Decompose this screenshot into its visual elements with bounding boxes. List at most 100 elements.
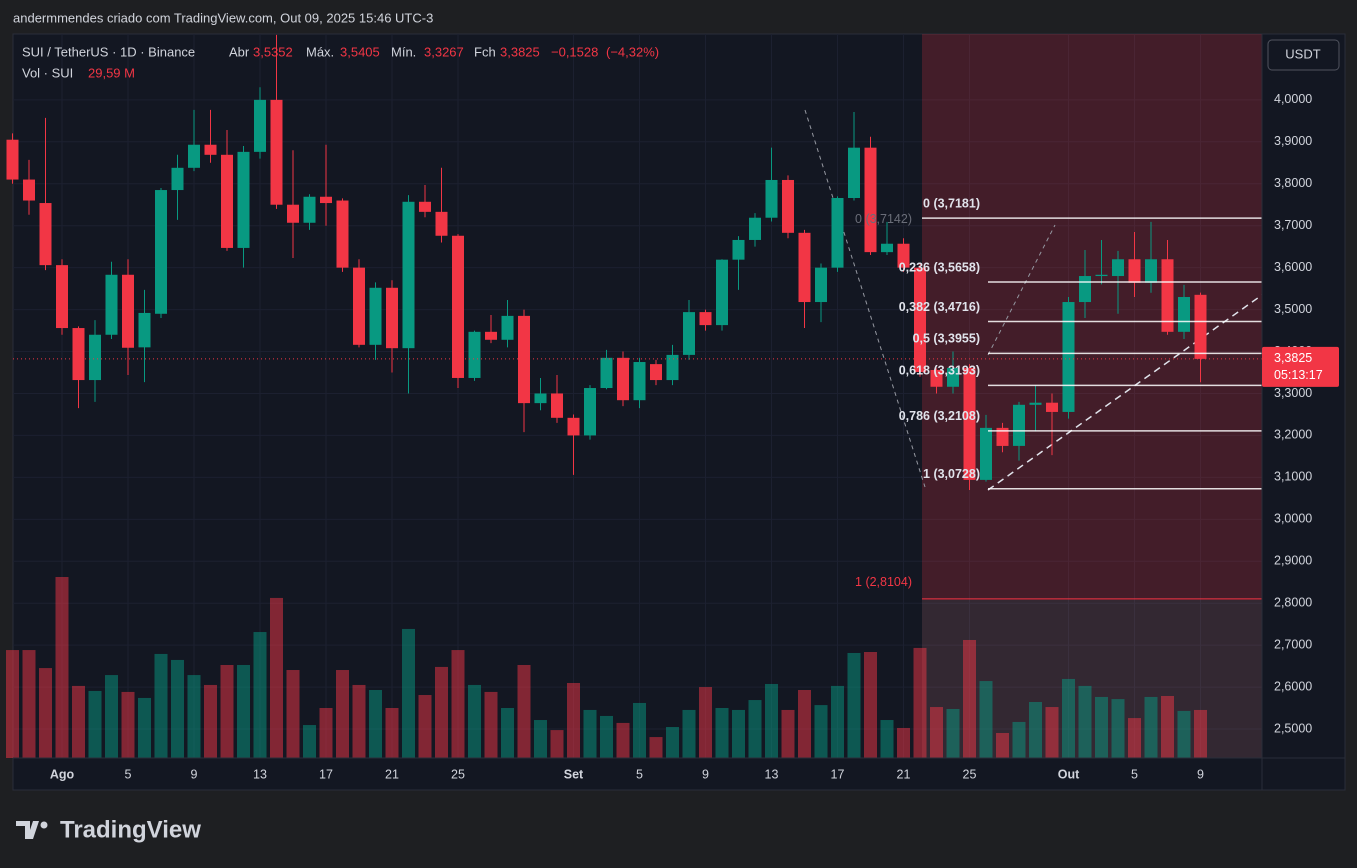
x-tick-label: 9 xyxy=(191,767,198,781)
volume-title: Vol · SUI xyxy=(22,65,73,80)
volume-bar xyxy=(534,720,547,758)
volume-bar xyxy=(930,707,943,758)
fib-label: 0,5 (3,3955) xyxy=(913,332,980,346)
candle-body xyxy=(584,388,596,436)
candle-body xyxy=(534,393,547,404)
x-tick-label: 25 xyxy=(963,767,977,781)
x-tick-label: 17 xyxy=(319,767,333,781)
candle-body xyxy=(270,99,283,205)
volume-bar xyxy=(435,666,448,758)
candle-body xyxy=(138,312,151,348)
candle-body xyxy=(1145,259,1157,283)
candle-body xyxy=(765,179,778,218)
volume-bar xyxy=(1095,696,1108,758)
candle-body xyxy=(1046,402,1058,412)
volume-bar xyxy=(1128,718,1141,758)
volume-bar xyxy=(847,652,861,758)
brand: TradingView xyxy=(60,816,201,843)
legend-value: 3,3825 xyxy=(500,44,540,59)
trend-line xyxy=(987,224,1056,356)
volume-bar xyxy=(1111,699,1125,758)
volume-bar xyxy=(154,653,168,758)
candle-body xyxy=(72,328,85,381)
brand-logo xyxy=(16,821,48,839)
candle-body xyxy=(864,147,877,253)
candle-body xyxy=(1178,297,1190,332)
legend-value: 3,5352 xyxy=(253,44,293,59)
x-tick-label: 5 xyxy=(1131,767,1138,781)
candle-body xyxy=(1161,259,1174,332)
volume-bar xyxy=(138,697,151,758)
volume-bar xyxy=(220,664,234,758)
volume-bar xyxy=(963,639,976,758)
volume-bar xyxy=(979,681,993,758)
candle-body xyxy=(782,179,794,233)
candle-body xyxy=(600,357,613,389)
volume-bar xyxy=(765,683,778,758)
candle-body xyxy=(237,151,250,248)
volume-bar xyxy=(633,702,646,758)
currency[interactable]: USDT xyxy=(1285,46,1320,61)
candle-body xyxy=(732,239,745,260)
volume-bar xyxy=(1194,709,1207,758)
chart-pane xyxy=(12,33,1346,791)
candle-body xyxy=(435,211,448,236)
volume-bar xyxy=(732,709,745,758)
y-tick-label: 3,1000 xyxy=(1274,470,1312,484)
candle-body xyxy=(353,267,365,345)
volume-bar xyxy=(22,650,36,758)
volume-bar xyxy=(567,683,580,758)
candle-body xyxy=(1128,259,1141,283)
candle-body xyxy=(402,201,415,349)
fib-label: 1 (3,0728) xyxy=(923,467,980,481)
x-tick-label: 9 xyxy=(1197,767,1204,781)
candle-body xyxy=(303,196,316,223)
volume-bar xyxy=(39,668,52,758)
y-tick-label: 3,3000 xyxy=(1274,386,1312,400)
volume-bar xyxy=(468,684,481,758)
currency-button[interactable] xyxy=(1267,39,1340,71)
header: andermmendes criado com TradingView.com,… xyxy=(13,10,433,25)
volume-bar xyxy=(484,691,498,758)
target-label: 1 (2,8104) xyxy=(855,575,912,589)
candle-body xyxy=(980,427,992,480)
candle-body xyxy=(848,147,860,199)
fib-label: 0,618 (3,3193) xyxy=(899,364,980,378)
volume-bar xyxy=(666,726,679,758)
volume-bar xyxy=(831,685,844,758)
x-tick-label: Set xyxy=(564,767,584,781)
x-tick-label: 13 xyxy=(765,767,779,781)
volume-bar xyxy=(237,664,250,758)
volume-bar xyxy=(336,670,349,758)
fib-label: 0,382 (3,4716) xyxy=(899,300,980,314)
volume-bar xyxy=(583,709,597,758)
candle-body xyxy=(699,312,712,326)
candle-body xyxy=(617,357,629,401)
candle-body xyxy=(1013,404,1025,446)
y-tick-label: 3,2000 xyxy=(1274,428,1312,442)
volume-bar xyxy=(270,597,283,758)
candle-body xyxy=(650,364,662,381)
candle-body xyxy=(221,154,233,248)
y-tick-label: 2,6000 xyxy=(1274,679,1312,693)
x-tick-label: 5 xyxy=(125,767,132,781)
candle-body xyxy=(666,354,679,381)
legend-change: −0,1528 xyxy=(551,44,598,59)
candle-body xyxy=(897,243,910,268)
volume-bar xyxy=(1161,695,1174,758)
candle-body xyxy=(171,167,184,191)
candle-body xyxy=(716,259,728,326)
candle-body xyxy=(386,287,398,349)
candle-body xyxy=(56,265,68,329)
volume-bar xyxy=(385,708,399,758)
x-tick-label: 25 xyxy=(451,767,465,781)
volume-bar xyxy=(814,705,828,758)
candle-body xyxy=(551,393,563,418)
volume-bar xyxy=(946,708,960,758)
candle-body xyxy=(369,287,382,345)
y-tick-label: 2,9000 xyxy=(1274,554,1312,568)
y-tick-label: 3,8000 xyxy=(1274,176,1312,190)
last-price-label: 3,3825 xyxy=(1274,351,1312,365)
volume-bar xyxy=(1012,721,1026,758)
